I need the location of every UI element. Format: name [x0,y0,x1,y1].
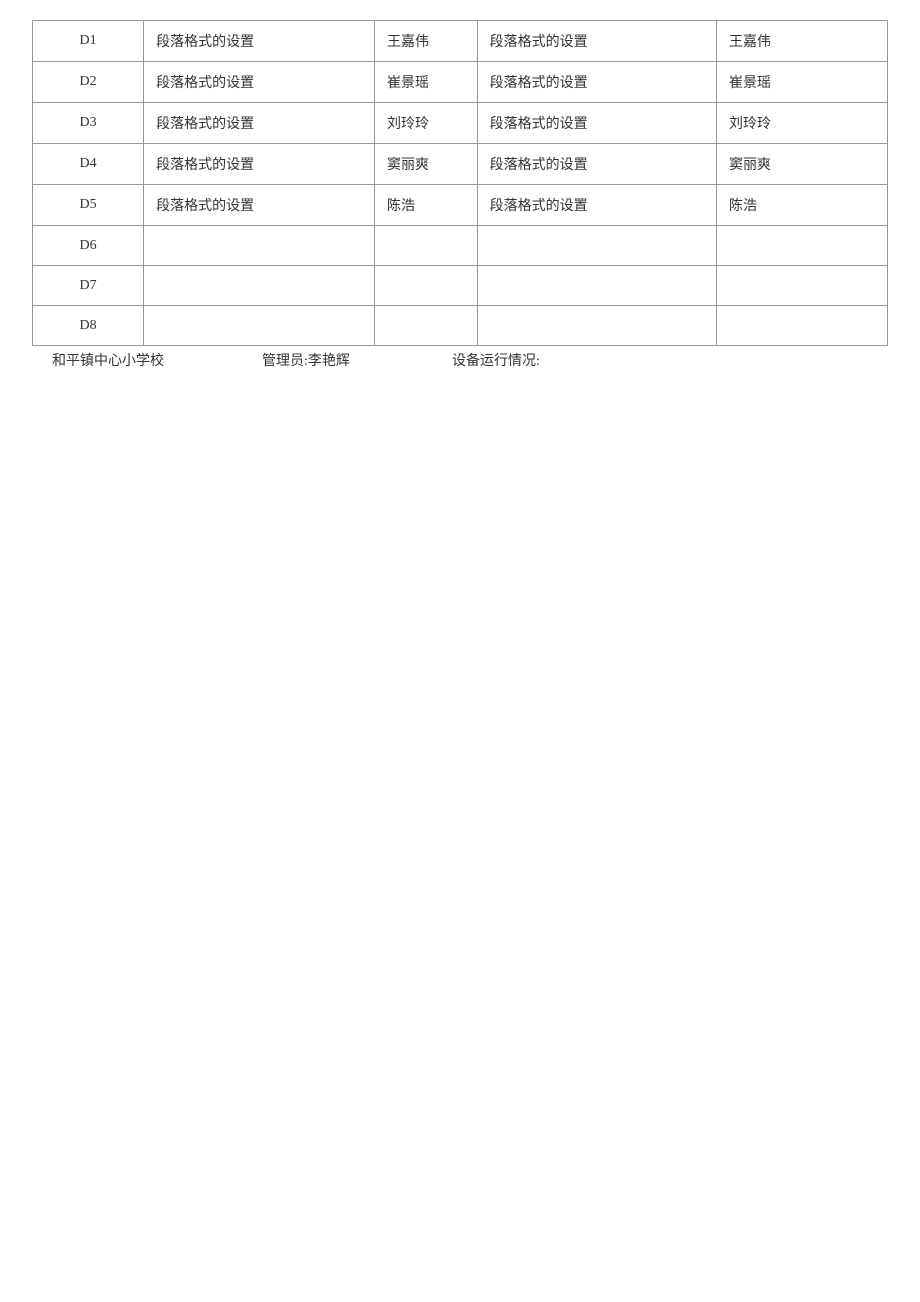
cell-id: D6 [33,226,144,266]
table-row: D3 段落格式的设置 刘玲玲 段落格式的设置 刘玲玲 [33,103,888,144]
cell-task1: 段落格式的设置 [144,185,375,226]
cell-id: D1 [33,21,144,62]
cell-task1: 段落格式的设置 [144,144,375,185]
cell-task1: 段落格式的设置 [144,62,375,103]
cell-name2 [716,306,887,346]
table-row: D7 [33,266,888,306]
footer-school: 和平镇中心小学校 [52,350,262,370]
cell-task1 [144,226,375,266]
cell-name1 [374,306,477,346]
footer-line: 和平镇中心小学校 管理员:李艳辉 设备运行情况: [32,350,888,370]
cell-id: D8 [33,306,144,346]
footer-status: 设备运行情况: [452,350,888,370]
cell-name1 [374,266,477,306]
cell-id: D2 [33,62,144,103]
cell-name1: 刘玲玲 [374,103,477,144]
cell-task1 [144,266,375,306]
table-row: D6 [33,226,888,266]
cell-task2 [477,306,716,346]
cell-task2 [477,266,716,306]
cell-name1: 陈浩 [374,185,477,226]
cell-task2: 段落格式的设置 [477,62,716,103]
cell-name2: 崔景瑶 [716,62,887,103]
cell-name2 [716,226,887,266]
cell-task2: 段落格式的设置 [477,21,716,62]
cell-name2 [716,266,887,306]
cell-task2: 段落格式的设置 [477,144,716,185]
cell-name1 [374,226,477,266]
table-row: D5 段落格式的设置 陈浩 段落格式的设置 陈浩 [33,185,888,226]
cell-name2: 陈浩 [716,185,887,226]
footer-admin: 管理员:李艳辉 [262,350,452,370]
table-row: D1 段落格式的设置 王嘉伟 段落格式的设置 王嘉伟 [33,21,888,62]
cell-task2 [477,226,716,266]
table-row: D4 段落格式的设置 窦丽爽 段落格式的设置 窦丽爽 [33,144,888,185]
cell-name2: 刘玲玲 [716,103,887,144]
cell-task2: 段落格式的设置 [477,103,716,144]
cell-name1: 王嘉伟 [374,21,477,62]
cell-id: D7 [33,266,144,306]
cell-id: D3 [33,103,144,144]
table-body: D1 段落格式的设置 王嘉伟 段落格式的设置 王嘉伟 D2 段落格式的设置 崔景… [33,21,888,346]
cell-name1: 崔景瑶 [374,62,477,103]
cell-name1: 窦丽爽 [374,144,477,185]
cell-id: D5 [33,185,144,226]
cell-name2: 窦丽爽 [716,144,887,185]
table-row: D8 [33,306,888,346]
data-table: D1 段落格式的设置 王嘉伟 段落格式的设置 王嘉伟 D2 段落格式的设置 崔景… [32,20,888,346]
cell-task1 [144,306,375,346]
cell-task1: 段落格式的设置 [144,103,375,144]
cell-id: D4 [33,144,144,185]
cell-task2: 段落格式的设置 [477,185,716,226]
cell-name2: 王嘉伟 [716,21,887,62]
table-row: D2 段落格式的设置 崔景瑶 段落格式的设置 崔景瑶 [33,62,888,103]
cell-task1: 段落格式的设置 [144,21,375,62]
